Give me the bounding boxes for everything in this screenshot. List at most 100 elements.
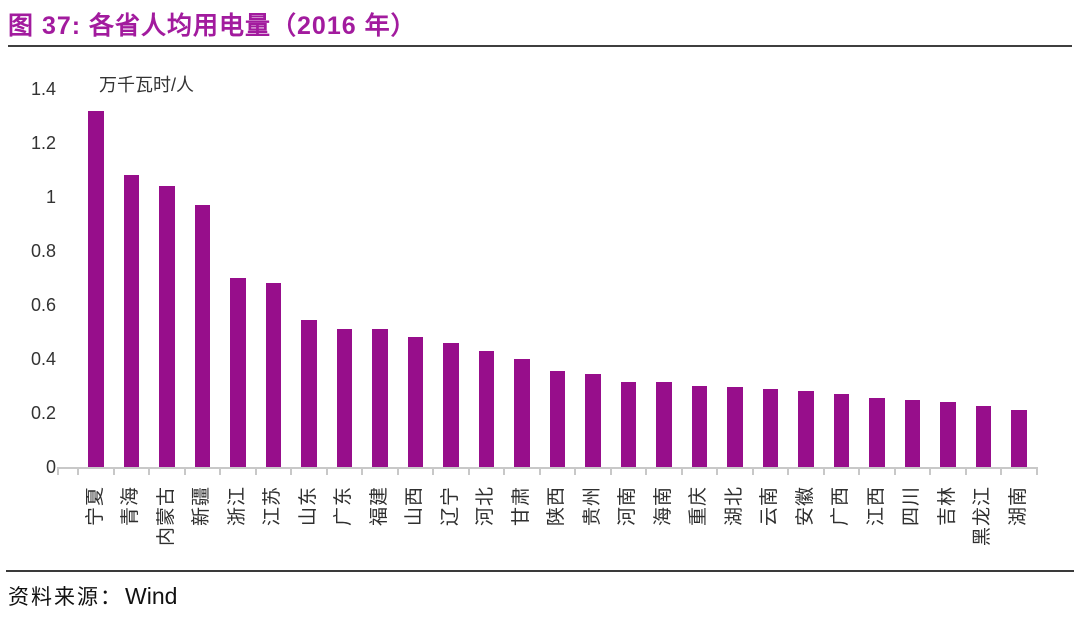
x-axis-label-cell: 新疆	[185, 478, 221, 578]
x-axis-label-cell: 海南	[646, 478, 682, 578]
axis-tick	[503, 467, 505, 475]
bar	[372, 329, 388, 467]
bar	[869, 398, 885, 467]
x-axis-label: 河南	[617, 486, 639, 527]
x-axis-label: 江苏	[262, 486, 284, 527]
bar	[123, 175, 139, 467]
bar	[620, 381, 636, 467]
bar	[656, 381, 672, 467]
x-axis-label-cell: 内蒙古	[149, 478, 185, 578]
bar	[230, 278, 246, 467]
x-axis-label: 陕西	[546, 486, 568, 527]
bar	[159, 186, 175, 467]
x-axis-label-cell: 山西	[398, 478, 434, 578]
bar	[549, 371, 565, 467]
x-axis-label-cell: 云南	[753, 478, 789, 578]
x-axis-label: 河北	[475, 486, 497, 527]
axis-tick	[929, 467, 931, 475]
axis-tick	[858, 467, 860, 475]
x-axis-label-cell: 河北	[469, 478, 505, 578]
axis-tick	[148, 467, 150, 475]
x-axis-label-cell: 贵州	[575, 478, 611, 578]
x-axis-label: 辽宁	[439, 486, 461, 527]
bar	[975, 406, 991, 467]
x-axis-label-cell: 甘肃	[504, 478, 540, 578]
x-axis-label-cell: 辽宁	[433, 478, 469, 578]
x-axis-label: 山东	[297, 486, 319, 527]
y-axis-label: 0	[45, 457, 56, 477]
x-axis-label-cell: 山东	[291, 478, 327, 578]
x-axis-label: 湖南	[1007, 486, 1029, 527]
x-axis-label-cell: 青海	[114, 478, 150, 578]
y-axis-label: 1.4	[30, 79, 56, 99]
x-axis-label: 宁夏	[84, 486, 106, 527]
axis-tick	[1000, 467, 1002, 475]
axis-tick	[77, 467, 79, 475]
x-axis-label: 云南	[759, 486, 781, 527]
source-divider	[6, 570, 1074, 572]
x-axis-label-cell: 江西	[859, 478, 895, 578]
bar	[443, 342, 459, 467]
x-axis-label: 广东	[333, 486, 355, 527]
axis-tick	[893, 467, 896, 475]
x-axis-label: 福建	[368, 486, 390, 527]
x-axis-label: 内蒙古	[155, 486, 177, 547]
bar	[727, 387, 743, 467]
axis-tick	[432, 467, 434, 475]
x-axis-label-cell: 广西	[824, 478, 860, 578]
axis-tick	[538, 467, 541, 475]
x-axis-label: 重庆	[688, 486, 710, 527]
x-axis-label: 江西	[865, 486, 887, 527]
x-axis-label-cell: 黑龙江	[966, 478, 1002, 578]
bar	[478, 350, 494, 467]
bar	[88, 110, 104, 467]
bar	[407, 337, 423, 467]
x-axis-label: 青海	[120, 486, 142, 527]
x-axis-label-cell: 吉林	[930, 478, 966, 578]
x-axis-label: 山西	[404, 486, 426, 527]
x-axis-label: 浙江	[226, 486, 248, 527]
y-axis-label: 0.4	[30, 349, 56, 369]
axis-tick	[219, 467, 221, 475]
bar	[833, 394, 849, 467]
bar	[798, 391, 814, 467]
x-axis-label-cell: 河南	[611, 478, 647, 578]
x-axis-label-cell: 陕西	[540, 478, 576, 578]
bar	[691, 386, 707, 467]
axis-tick	[361, 467, 363, 475]
bar	[1011, 410, 1027, 467]
bar	[940, 402, 956, 467]
bar	[514, 359, 530, 467]
source-line: 资料来源：Wind	[8, 581, 177, 611]
axis-tick	[467, 467, 470, 475]
y-axis-label: 0.2	[30, 403, 56, 423]
source-value: Wind	[125, 583, 178, 609]
axis-tick	[290, 467, 292, 475]
x-axis-label-cell: 四川	[895, 478, 931, 578]
x-axis-label-cell: 湖北	[717, 478, 753, 578]
title-divider	[8, 45, 1072, 47]
axis-tick	[57, 467, 59, 475]
x-axis-label: 广西	[830, 486, 852, 527]
x-axis-label: 吉林	[936, 486, 958, 527]
y-axis-unit-label: 万千瓦时/人	[99, 75, 195, 95]
y-axis-label: 1.2	[30, 133, 56, 153]
y-axis-label: 0.6	[30, 295, 56, 315]
x-axis-label-cell: 安徽	[788, 478, 824, 578]
axis-tick	[787, 467, 789, 475]
axis-tick	[822, 467, 825, 475]
axis-tick	[112, 467, 115, 475]
x-axis-label: 贵州	[581, 486, 603, 527]
bar	[585, 373, 601, 467]
x-axis-label: 湖北	[723, 486, 745, 527]
bar	[265, 283, 281, 467]
x-axis-label-cell: 宁夏	[78, 478, 114, 578]
bar	[301, 319, 317, 467]
x-axis-label: 四川	[901, 486, 923, 527]
x-axis-label: 海南	[652, 486, 674, 527]
x-axis-label-cell: 江苏	[256, 478, 292, 578]
x-axis-label-cell: 广东	[327, 478, 363, 578]
bar	[194, 205, 210, 467]
x-axis-line	[58, 467, 1037, 469]
